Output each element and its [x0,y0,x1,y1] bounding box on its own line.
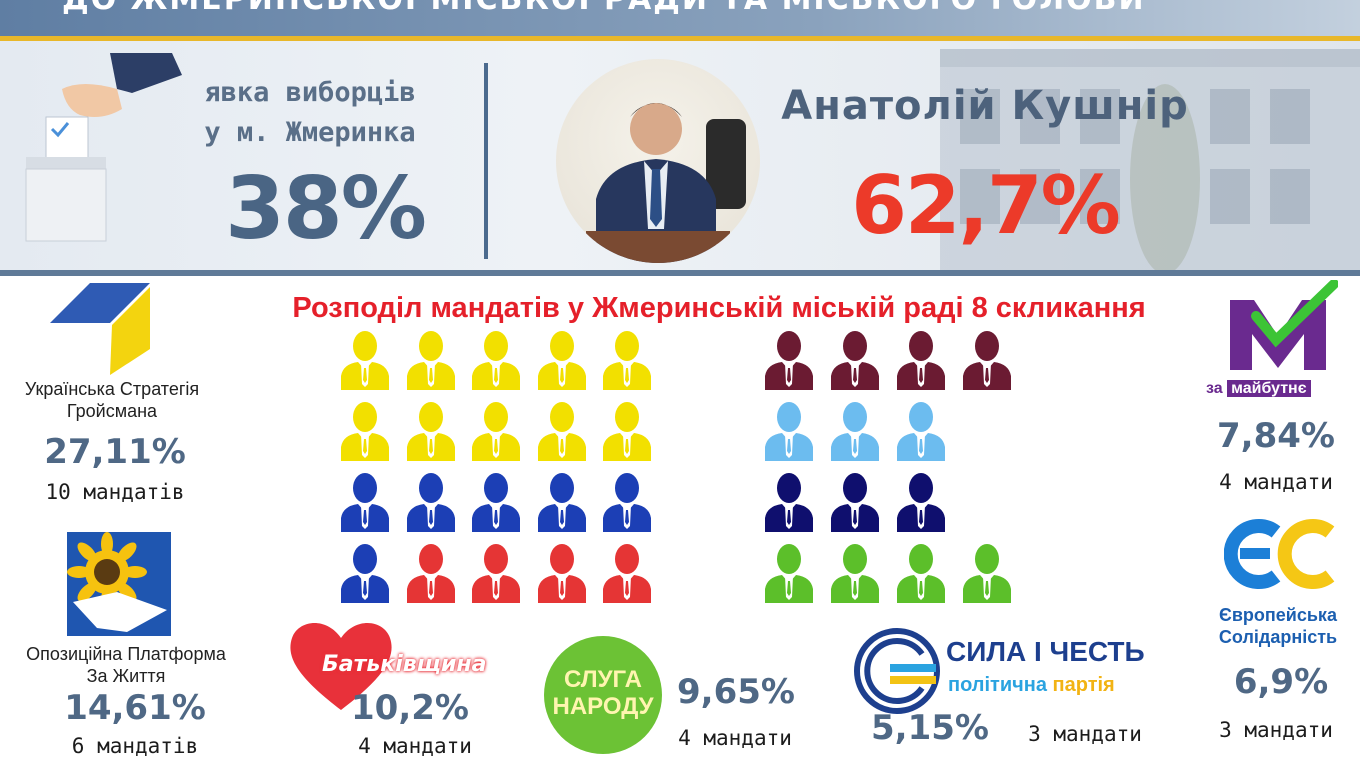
mayor-percent: 62,7% [851,159,1121,252]
seat-person-icon [472,544,520,603]
syla-i-chest-logo-subtitle: політична партія [948,674,1158,697]
seat-person-icon [765,544,813,603]
sluha-narodu-logo-line2: НАРОДУ [552,693,654,720]
seat-person-icon [765,402,813,461]
seat-person-icon [765,473,813,532]
za-maibutnie-logo-icon [1230,280,1338,370]
seat-person-icon [897,473,945,532]
ukr-strategy-name-line1: Українська Стратегія [24,379,200,399]
seat-person-icon [472,402,520,461]
ballot-box-icon [25,53,182,242]
seat-person-icon [831,544,879,603]
seat-person-icon [831,402,879,461]
seat-person-icon [831,331,879,390]
syla-i-chest-logo-title: СИЛА І ЧЕСТЬ [946,636,1145,667]
seat-person-icon [537,544,586,603]
seat-person-icon [406,402,455,461]
syla-i-chest-logo-sub2: партія [1052,674,1115,696]
syla-i-chest-logo-icon [854,628,940,714]
za-maibutnie-logo-word: майбутнє [1227,380,1311,397]
syla-i-chest-logo-sub1: політична [948,674,1047,696]
za-maibutnie-percent: 7,84% [1217,416,1335,456]
seat-person-icon [341,331,389,390]
opzzh-name-line2: За Життя [86,666,166,686]
yevro-solidarnist-seats: 3 мандати [1219,718,1333,742]
opzzh-percent: 14,61% [64,688,206,728]
title-banner: ДО ЖМЕРИНСЬКОЇ МІСЬКОЇ РАДИ ТА МІСЬКОГО … [0,0,1360,36]
opzzh-seats: 6 мандатів [71,734,199,758]
yevro-solidarnist-logo-icon [1224,519,1335,589]
sluha-narodu-logo-line1: СЛУГА [564,666,642,693]
mayor-name: Анатолій Кушнір [781,83,1189,129]
seat-person-icon [897,331,945,390]
batkivshchyna-heart-icon [290,622,392,710]
seat-person-icon [472,331,520,390]
vertical-divider [484,63,488,259]
turnout-label-line2: у м. Жмеринка [204,117,416,148]
yevro-solidarnist-name-line2: Солідарність [1218,627,1338,647]
seat-person-icon [406,331,455,390]
gold-divider [0,36,1360,41]
za-maibutnie-logo-text: за майбутнє [1206,380,1336,398]
za-maibutnie-logo-za: за [1206,380,1223,397]
seat-person-icon [341,544,389,603]
batkivshchyna-percent: 10,2% [351,688,469,728]
seat-person-icon [603,331,651,390]
seat-person-icon [963,544,1011,603]
sluha-narodu-seats: 4 мандати [678,726,792,750]
opzzh-logo-icon [67,532,171,636]
results-panel: явка виборців у м. Жмеринка 38% Анатолій… [0,41,1360,270]
syla-i-chest-seats: 3 мандати [1028,722,1142,746]
seat-person-icon [406,473,455,532]
seat-person-icon [897,544,945,603]
seat-person-icon [537,473,586,532]
turnout-label: явка виборців у м. Жмеринка [150,73,470,153]
seats-section-title: Розподіл мандатів у Жмеринській міській … [292,292,1146,324]
seat-person-icon [897,402,945,461]
seat-person-icon [963,331,1011,390]
batkivshchyna-seats: 4 мандати [358,734,472,758]
mayor-photo [556,59,760,263]
seat-person-icon [765,331,813,390]
seat-person-icon [406,544,455,603]
batkivshchyna-logo-text: Батьківщина [322,652,487,677]
mayor-portrait-icon [586,103,746,263]
seat-person-icon [603,473,651,532]
yevro-solidarnist-name-line1: Європейська [1219,605,1337,625]
city-hall-illustration [940,49,1360,270]
yevro-solidarnist-name: Європейська Солідарність [1196,604,1360,648]
seat-person-icon [603,544,651,603]
seat-person-icon [831,473,879,532]
opzzh-name-line1: Опозиційна Платформа [26,644,226,664]
opzzh-name: Опозиційна Платформа За Життя [0,643,252,687]
syla-i-chest-percent: 5,15% [871,708,989,748]
ukr-strategy-name: Українська Стратегія Гройсмана [0,378,224,422]
ukr-strategy-logo-icon [50,283,150,375]
page-title: ДО ЖМЕРИНСЬКОЇ МІСЬКОЇ РАДИ ТА МІСЬКОГО … [62,0,1146,17]
seat-person-icon [603,402,651,461]
yevro-solidarnist-percent: 6,9% [1233,662,1329,702]
turnout-value: 38% [225,159,427,259]
seat-person-icon [341,473,389,532]
seat-person-icon [537,402,586,461]
seat-person-icon [537,331,586,390]
section-divider [0,270,1360,276]
turnout-label-line1: явка виборців [204,77,416,108]
ukr-strategy-name-line2: Гройсмана [66,401,158,421]
seat-person-icon [472,473,520,532]
ukr-strategy-percent: 27,11% [44,432,186,472]
za-maibutnie-seats: 4 мандати [1219,470,1333,494]
sluha-narodu-percent: 9,65% [677,672,795,712]
sluha-narodu-logo-icon: СЛУГА НАРОДУ [544,636,662,754]
seat-person-icon [341,402,389,461]
ukr-strategy-seats: 10 мандатів [45,480,185,504]
